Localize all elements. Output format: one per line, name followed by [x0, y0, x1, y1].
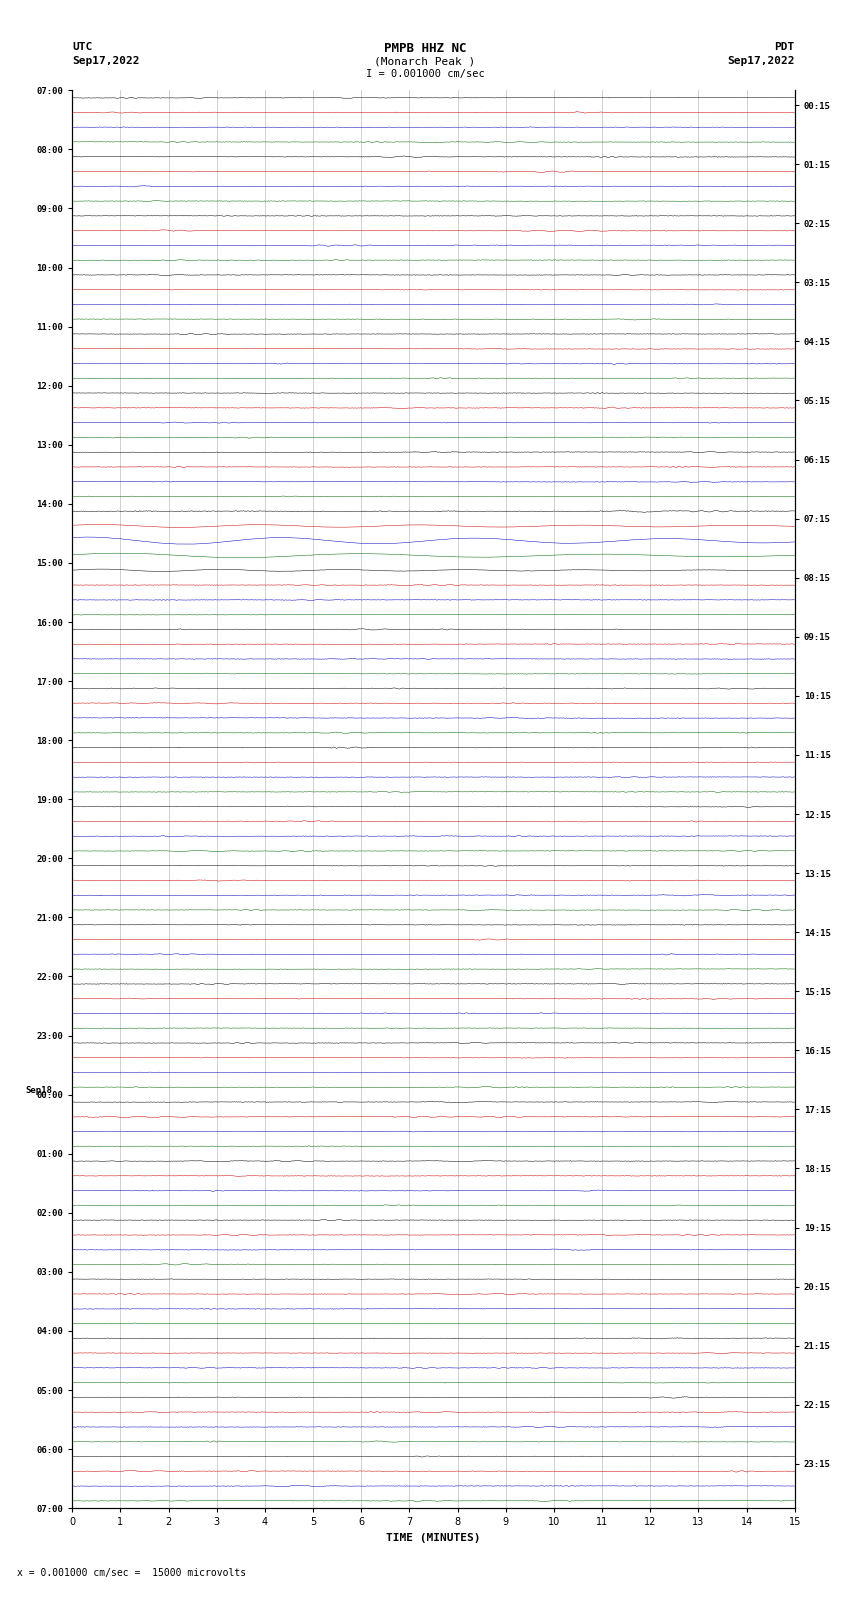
Text: Sep17,2022: Sep17,2022 [72, 56, 139, 66]
Text: (Monarch Peak ): (Monarch Peak ) [374, 56, 476, 66]
Text: Sep17,2022: Sep17,2022 [728, 56, 795, 66]
Text: PDT: PDT [774, 42, 795, 52]
X-axis label: TIME (MINUTES): TIME (MINUTES) [386, 1532, 481, 1542]
Text: PMPB HHZ NC: PMPB HHZ NC [383, 42, 467, 55]
Text: I = 0.001000 cm/sec: I = 0.001000 cm/sec [366, 69, 484, 79]
Text: UTC: UTC [72, 42, 93, 52]
Text: Sep18: Sep18 [26, 1086, 52, 1095]
Text: x = 0.001000 cm/sec =  15000 microvolts: x = 0.001000 cm/sec = 15000 microvolts [17, 1568, 246, 1578]
